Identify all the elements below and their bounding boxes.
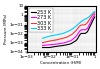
333 K: [89, 16, 90, 17]
333 K: [93, 12, 94, 13]
333 K: [66, 31, 68, 32]
303 K: [94, 12, 95, 13]
303 K: [90, 18, 91, 19]
Legend: 253 K, 273 K, 303 K, 333 K: 253 K, 273 K, 303 K, 333 K: [29, 8, 53, 32]
Y-axis label: Pressure (MPa): Pressure (MPa): [4, 14, 8, 44]
333 K: [90, 15, 91, 16]
253 K: [84, 33, 85, 34]
303 K: [89, 19, 90, 20]
333 K: [42, 38, 43, 39]
Line: 303 K: 303 K: [43, 13, 95, 43]
273 K: [84, 29, 85, 30]
273 K: [94, 14, 95, 15]
X-axis label: Concentration (H/M): Concentration (H/M): [40, 61, 82, 65]
253 K: [42, 47, 43, 48]
273 K: [90, 22, 91, 23]
303 K: [93, 13, 94, 14]
253 K: [90, 25, 91, 26]
303 K: [84, 24, 85, 25]
253 K: [66, 44, 68, 45]
333 K: [86, 18, 88, 19]
333 K: [84, 19, 85, 20]
253 K: [93, 18, 94, 19]
303 K: [66, 37, 68, 38]
Line: 253 K: 253 K: [43, 17, 95, 48]
Line: 333 K: 333 K: [43, 11, 95, 38]
333 K: [94, 11, 95, 12]
273 K: [93, 15, 94, 16]
303 K: [42, 42, 43, 43]
273 K: [42, 45, 43, 46]
253 K: [89, 27, 90, 28]
273 K: [86, 28, 88, 29]
Line: 273 K: 273 K: [43, 14, 95, 45]
